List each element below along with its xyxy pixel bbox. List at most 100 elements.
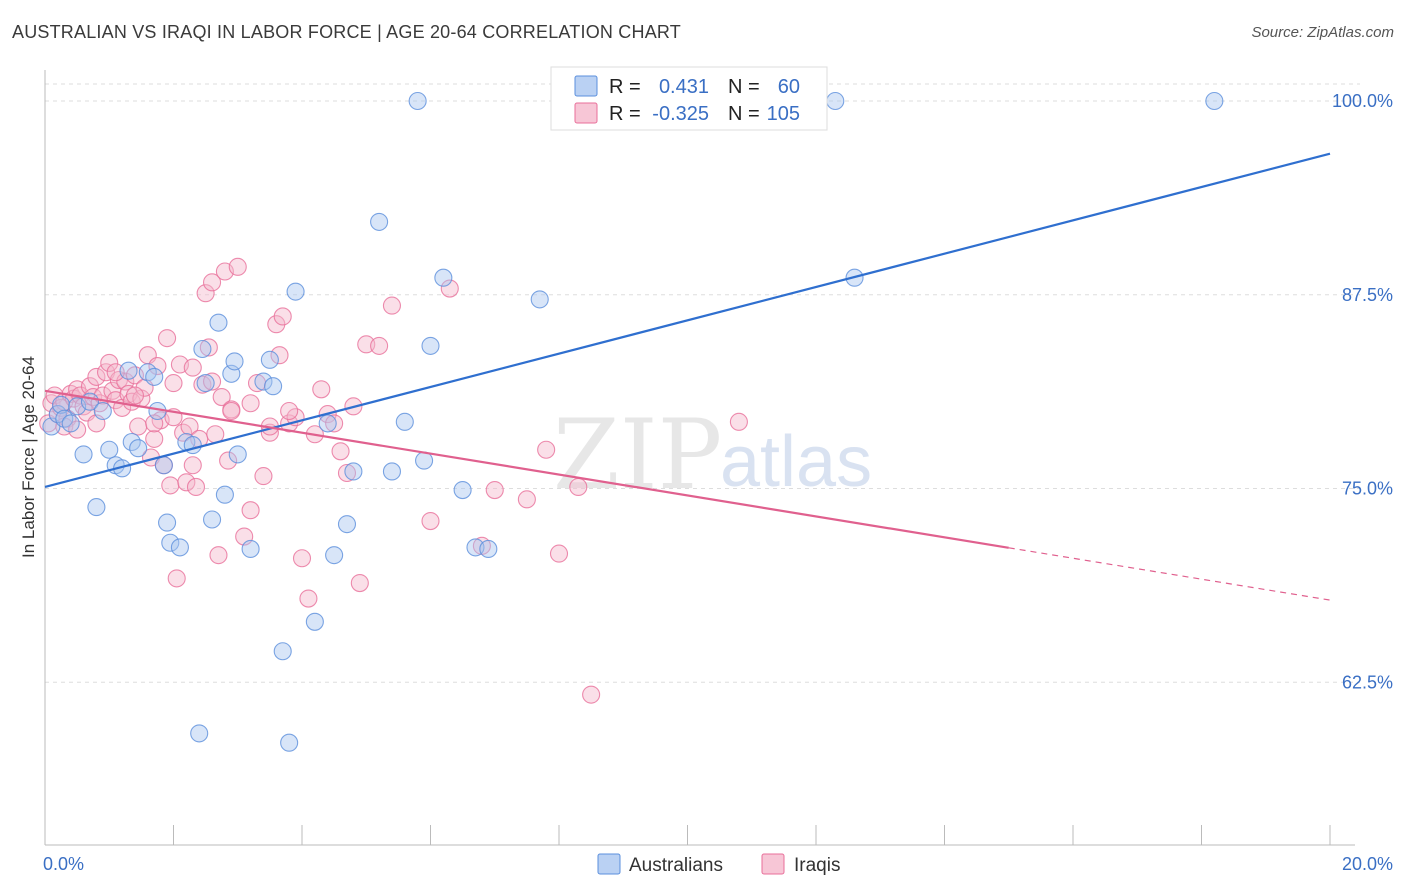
australians-point-55 <box>479 539 498 559</box>
iraqis-point-43 <box>177 473 196 492</box>
legend-n-label-iraqis: N = <box>728 103 760 125</box>
y-axis-title: In Labor Force | Age 20-64 <box>19 356 38 558</box>
watermark: ZIP atlas <box>553 399 872 511</box>
iraqis-point-85 <box>485 480 504 500</box>
y-tick-label-3: 100.0% <box>1332 91 1393 111</box>
iraqis-point-39 <box>164 374 183 393</box>
iraqis-point-65 <box>270 346 289 365</box>
australians-point-19 <box>154 456 173 475</box>
australians-point-26 <box>193 339 212 359</box>
iraqis-point-62 <box>254 467 273 486</box>
australians-point-52 <box>434 268 453 287</box>
legend-bottom-swatch-australians <box>597 853 621 875</box>
iraqis-point-53 <box>209 546 228 565</box>
australians-trend-line <box>44 152 1331 489</box>
iraqis-point-91 <box>729 412 748 431</box>
australians-point-22 <box>170 538 189 557</box>
australians-point-46 <box>370 212 389 231</box>
australians-point-36 <box>260 350 279 369</box>
iraqis-point-72 <box>312 380 331 399</box>
iraqis-point-58 <box>228 257 247 276</box>
iraqis-point-37 <box>158 329 177 348</box>
australians-point-37 <box>264 377 283 396</box>
australians-point-9 <box>93 401 112 421</box>
iraqis-point-34 <box>148 356 167 376</box>
australians-point-33 <box>228 445 247 464</box>
iraqis-point-54 <box>212 387 231 407</box>
iraqis-point-100 <box>203 372 222 391</box>
iraqis-point-74 <box>325 414 344 433</box>
australians-point-28 <box>203 510 222 529</box>
iraqis-point-51 <box>203 273 222 292</box>
australians-point-57 <box>826 91 845 111</box>
watermark-zip: ZIP <box>553 399 722 511</box>
iraqis-point-88 <box>549 544 569 563</box>
australians-point-6 <box>74 445 93 464</box>
legend-r-label-australians: R = <box>609 76 641 98</box>
legend-bottom-label-iraqis: Iraqis <box>794 855 840 876</box>
australians-point-21 <box>161 533 180 552</box>
x-tick-label-0: 0.0% <box>43 854 84 874</box>
legend-r-label-iraqis: R = <box>609 103 641 125</box>
iraqis-point-44 <box>180 417 199 436</box>
iraqis-point-76 <box>337 463 357 483</box>
legend-top: R = 0.431 N = 60 R = -0.325 N = 105 <box>550 66 828 131</box>
iraqis-point-46 <box>186 477 206 497</box>
australians-point-20 <box>158 513 177 532</box>
australians-point-32 <box>225 352 244 371</box>
australians-point-53 <box>453 480 472 500</box>
iraqis-point-87 <box>537 440 556 459</box>
australians-point-48 <box>395 412 414 431</box>
iraqis-point-69 <box>292 549 312 568</box>
iraqis-point-78 <box>350 573 369 593</box>
iraqis-point-89 <box>569 477 588 497</box>
iraqis-point-104 <box>280 401 299 421</box>
australians-point-13 <box>119 361 138 380</box>
australians-point-35 <box>254 372 273 391</box>
iraqis-point-80 <box>370 336 389 355</box>
australians-point-3 <box>55 409 74 428</box>
legend-n-value-iraqis: 105 <box>767 103 800 125</box>
australians-point-43 <box>325 546 344 565</box>
iraqis-point-75 <box>331 442 350 461</box>
iraqis-point-56 <box>219 451 238 470</box>
australians-point-49 <box>408 91 427 111</box>
legend-bottom-label-australians: Australians <box>629 855 723 876</box>
iraqis-point-82 <box>421 511 440 531</box>
australians-point-30 <box>215 485 234 504</box>
australians-point-45 <box>344 462 363 481</box>
australians-point-40 <box>286 282 305 301</box>
iraqis-point-50 <box>199 338 218 357</box>
australians-point-59 <box>1205 91 1224 111</box>
axes <box>44 70 1355 846</box>
australians-points <box>42 91 1224 752</box>
iraqis-point-81 <box>382 296 402 315</box>
x-tick-label-1: 20.0% <box>1342 854 1393 874</box>
legend-bottom-swatch-iraqis <box>761 853 785 875</box>
australians-point-16 <box>138 363 157 382</box>
x-tick-labels: 0.0% 20.0% <box>43 854 1393 874</box>
iraqis-point-101 <box>222 401 241 421</box>
legend-swatch-australians <box>574 75 598 97</box>
iraqis-point-86 <box>517 490 536 509</box>
iraqis-point-49 <box>196 284 215 303</box>
australians-point-38 <box>273 642 292 661</box>
iraqis-point-90 <box>582 685 601 704</box>
australians-point-27 <box>196 374 215 393</box>
australians-point-8 <box>87 498 106 517</box>
grid-lines <box>45 83 1360 683</box>
australians-point-51 <box>421 336 440 355</box>
australians-point-4 <box>61 414 80 433</box>
chart-title: AUSTRALIAN VS IRAQI IN LABOR FORCE | AGE… <box>12 22 681 42</box>
watermark-atlas: atlas <box>720 422 872 502</box>
legend-r-value-australians: 0.431 <box>659 76 709 98</box>
australians-point-41 <box>305 612 324 631</box>
australians-point-39 <box>280 733 299 752</box>
legend-n-value-australians: 60 <box>778 76 800 98</box>
australians-point-17 <box>145 367 164 386</box>
iraqis-point-13 <box>80 377 100 396</box>
australians-point-29 <box>209 313 228 332</box>
legend-bottom: Australians Iraqis <box>597 853 840 876</box>
legend-swatch-iraqis <box>574 102 598 124</box>
australians-point-56 <box>530 290 549 309</box>
